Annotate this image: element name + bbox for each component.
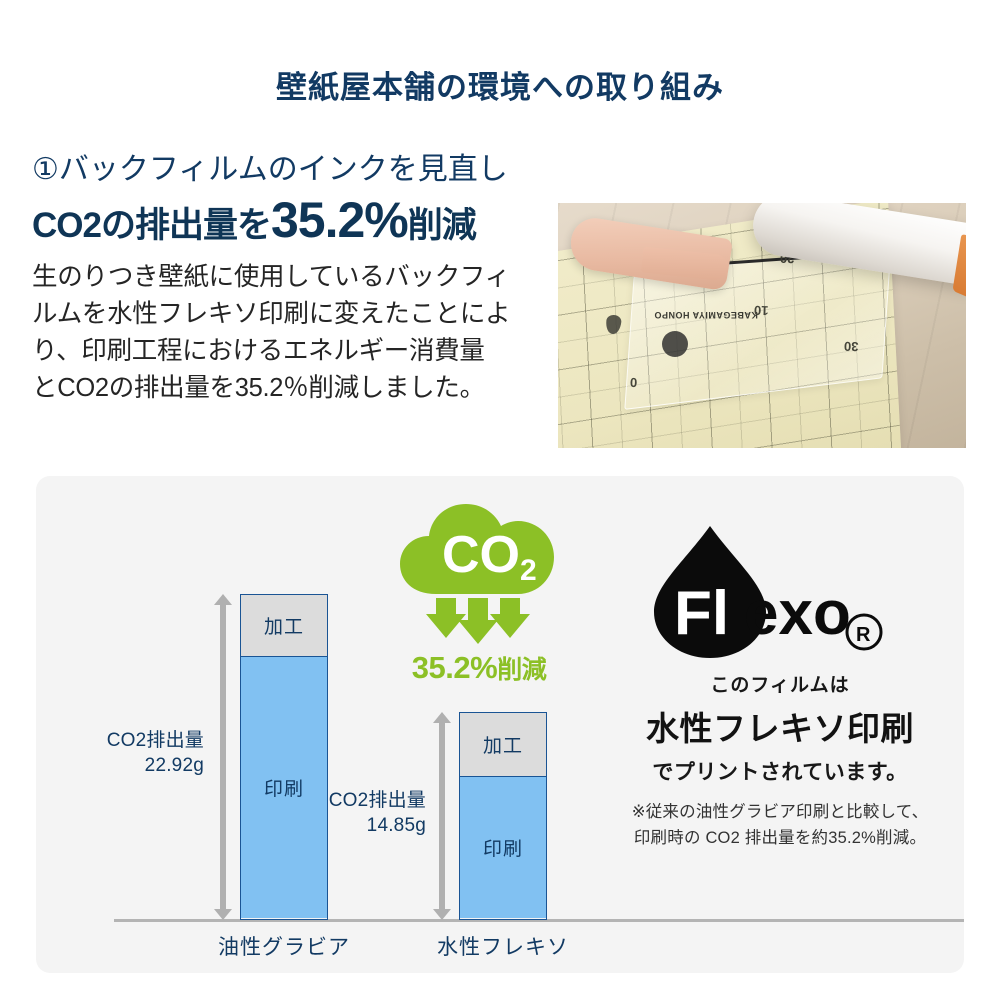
photo-ruler-mark: 10 xyxy=(753,302,769,319)
flexo-sub-text: でプリントされています。 xyxy=(652,761,908,784)
measure-value: 14.85g xyxy=(366,815,426,837)
svg-text:CO: CO xyxy=(442,526,520,584)
category-label-flexo: 水性フレキソ xyxy=(437,936,569,959)
headline-prefix: CO2の排出量を xyxy=(32,205,272,245)
photo-brand-text: KABEGAMIYA HONPO xyxy=(654,309,758,320)
bar-flexo: 加工 印刷 xyxy=(459,712,547,920)
svg-text:2: 2 xyxy=(520,554,537,587)
co2-reduction-suffix: 削減 xyxy=(497,656,547,684)
co2-reduction-text: 35.2%削減 xyxy=(374,650,584,686)
bar-segment-processing: 加工 xyxy=(241,595,327,657)
measure-arrow-flexo xyxy=(433,712,451,920)
flexo-logo: Fl exo R xyxy=(596,512,964,662)
flexo-caption: このフィルムは xyxy=(710,675,850,696)
measure-label-gravure: CO2排出量 22.92g xyxy=(72,728,204,778)
measure-title: CO2排出量 xyxy=(106,730,204,751)
intro-body-line: ルムを水性フレキソ印刷に変えたことによ xyxy=(32,299,511,328)
wallpaper-roll-photo: KABEGAMIYA HONPO 0 10 20 30 xyxy=(558,203,966,448)
flexo-footnote: ※従来の油性グラビア印刷と比較して、 印刷時の CO2 排出量を約35.2%削減… xyxy=(596,800,964,851)
co2-cloud-icon: CO 2 xyxy=(396,498,562,653)
measure-title: CO2排出量 xyxy=(328,790,426,811)
flexo-main-text: 水性フレキソ印刷 xyxy=(646,710,914,747)
photo-ruler-mark: 0 xyxy=(629,374,638,391)
page-title: 壁紙屋本舗の環境への取り組み xyxy=(276,70,724,105)
arrow-shaft xyxy=(220,603,226,911)
headline-value: 35.2% xyxy=(270,191,409,248)
intro-headline: CO2の排出量を35.2%削減 xyxy=(32,195,532,245)
headline-suffix: 削減 xyxy=(407,205,477,245)
bar-segment-printing: 印刷 xyxy=(460,777,546,918)
registered-mark-icon xyxy=(845,613,883,651)
photo-ruler-mark: 30 xyxy=(843,338,859,355)
arrow-head-down-icon xyxy=(214,909,232,920)
ink-drop-icon xyxy=(654,526,766,658)
flexo-info-block: Fl exo R このフィルムは 水性フレキソ印刷 でプリントされています。 ※… xyxy=(596,512,964,851)
category-label-gravure: 油性グラビア xyxy=(218,936,350,959)
co2-reduction-value: 35.2% xyxy=(411,650,498,685)
arrow-head-up-icon xyxy=(433,712,451,723)
flexo-footnote-line: 印刷時の CO2 排出量を約35.2%削減。 xyxy=(633,828,927,847)
svg-text:R: R xyxy=(856,624,871,646)
arrow-head-down-icon xyxy=(433,909,451,920)
measure-arrow-gravure xyxy=(214,594,232,920)
arrow-shaft xyxy=(439,721,445,911)
arrow-head-up-icon xyxy=(214,594,232,605)
bar-segment-printing: 印刷 xyxy=(241,657,327,918)
intro-step-line: ①バックフィルムのインクを見直し xyxy=(32,153,508,186)
intro-body: 生のりつき壁紙に使用しているバックフィ ルムを水性フレキソ印刷に変えたことによ … xyxy=(32,259,532,408)
comparison-panel: CO2排出量 22.92g 加工 印刷 油性グラビア CO2排出量 14.85g… xyxy=(36,476,964,973)
photo-brand-logo-icon xyxy=(662,331,688,357)
intro-body-line: とCO2の排出量を35.2％削減しました。 xyxy=(32,374,485,403)
svg-text:Fl: Fl xyxy=(674,579,729,648)
measure-value: 22.92g xyxy=(144,755,204,777)
bar-segment-processing: 加工 xyxy=(460,713,546,777)
svg-text:exo: exo xyxy=(744,579,851,648)
co2-reduction-badge: CO 2 35.2%削減 xyxy=(374,498,584,688)
measure-label-flexo: CO2排出量 14.85g xyxy=(294,788,426,838)
flexo-footnote-line: ※従来の油性グラビア印刷と比較して、 xyxy=(631,803,929,821)
intro-body-line: 生のりつき壁紙に使用しているバックフィ xyxy=(32,262,510,291)
bar-gravure: 加工 印刷 xyxy=(240,594,328,920)
co2-bar-chart: CO2排出量 22.92g 加工 印刷 油性グラビア CO2排出量 14.85g… xyxy=(36,476,964,973)
intro-block: ①バックフィルムのインクを見直し CO2の排出量を35.2%削減 生のりつき壁紙… xyxy=(32,152,532,407)
intro-body-line: り、印刷工程におけるエネルギー消費量 xyxy=(32,337,485,366)
chart-baseline-axis xyxy=(114,919,964,922)
